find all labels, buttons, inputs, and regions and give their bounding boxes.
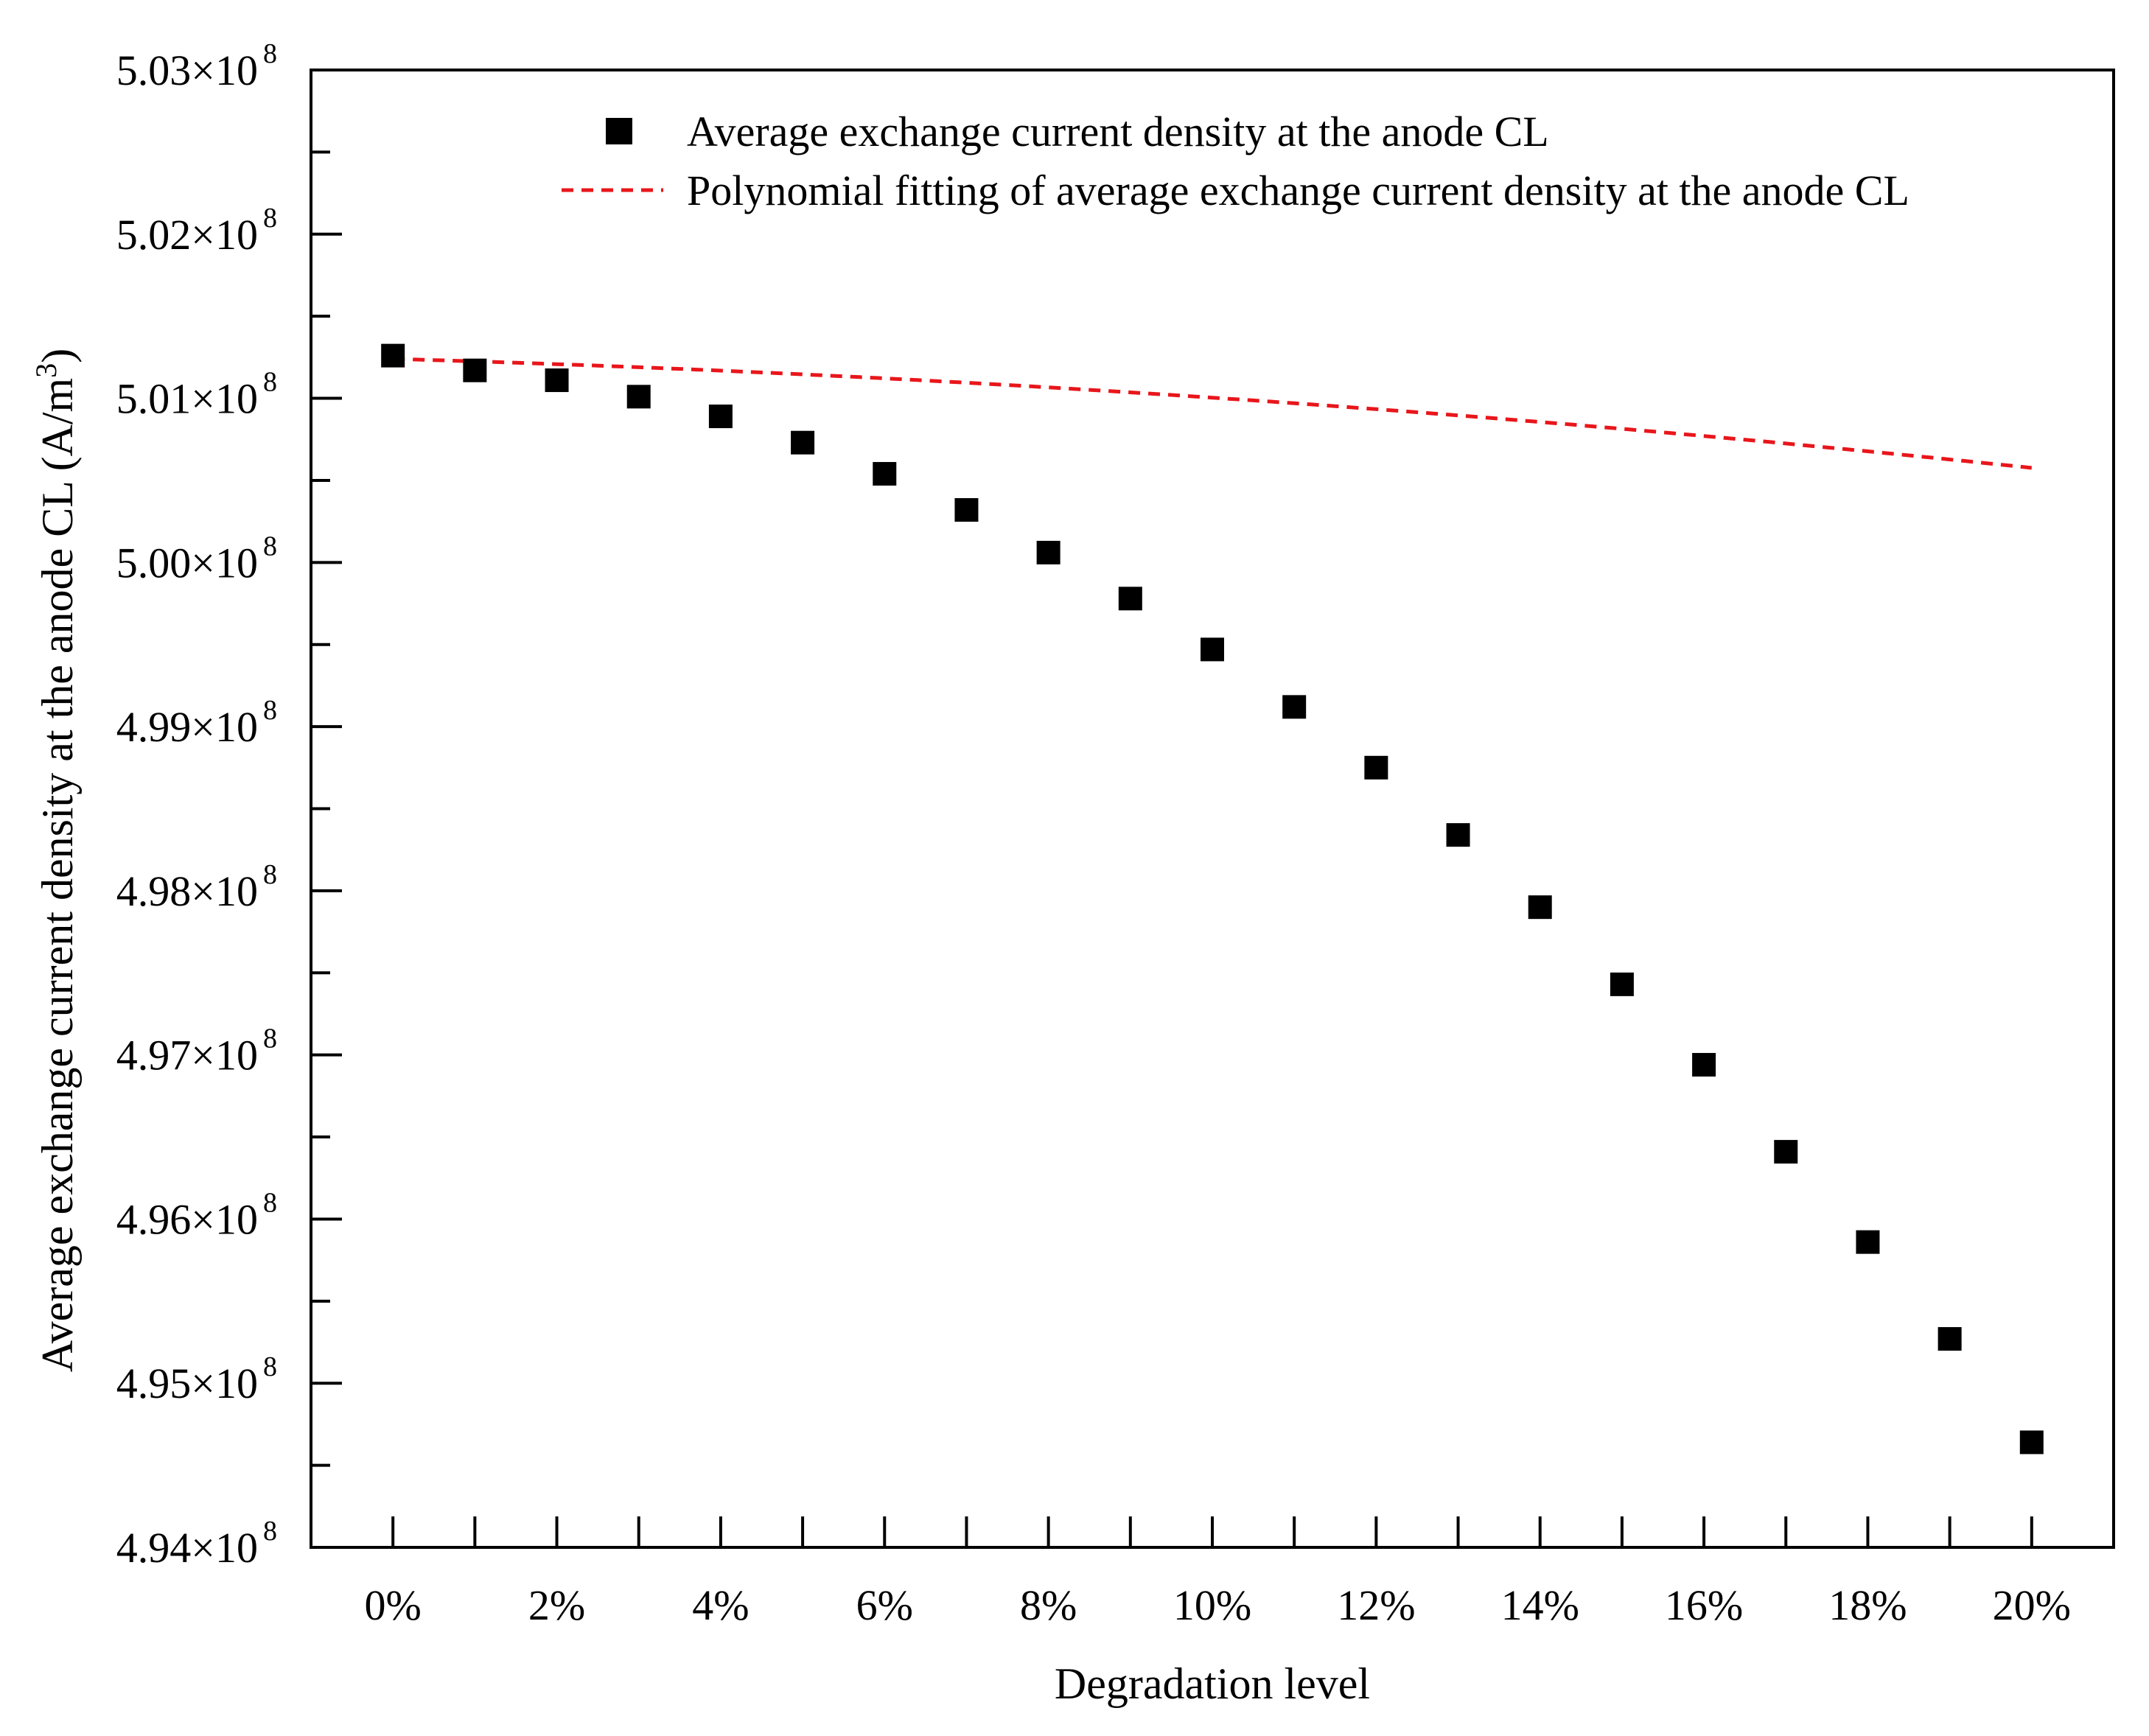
- y-tick-exponent: 8: [263, 695, 277, 726]
- x-tick-label: 18%: [1828, 1581, 1907, 1629]
- x-tick-label: 14%: [1501, 1581, 1579, 1629]
- y-tick-label: 4.94×10: [116, 1524, 258, 1572]
- data-point: [708, 405, 733, 429]
- legend-label: Polynomial fitting of average exchange c…: [687, 167, 1909, 214]
- x-tick-label: 0%: [365, 1581, 422, 1629]
- data-point: [381, 343, 405, 368]
- y-tick-label: 4.95×10: [116, 1359, 258, 1407]
- data-point: [1774, 1140, 1798, 1164]
- data-point: [1937, 1327, 1962, 1351]
- x-tick-label: 16%: [1665, 1581, 1743, 1629]
- y-tick-exponent: 8: [263, 367, 277, 398]
- data-point: [1446, 823, 1470, 847]
- data-point: [954, 498, 979, 522]
- fit-line: [393, 357, 2033, 470]
- x-tick-label: 8%: [1020, 1581, 1077, 1629]
- y-tick-exponent: 8: [263, 1187, 277, 1218]
- y-tick-exponent: 8: [263, 203, 277, 234]
- data-point: [545, 368, 569, 393]
- x-tick-label: 6%: [856, 1581, 913, 1629]
- data-point: [1528, 895, 1552, 920]
- y-tick-label: 5.00×10: [116, 539, 258, 587]
- data-point: [1856, 1230, 1880, 1254]
- y-tick-label: 4.96×10: [116, 1195, 258, 1243]
- y-tick-label: 5.01×10: [116, 375, 258, 423]
- y-tick-exponent: 8: [263, 1516, 277, 1547]
- legend-marker-square: [606, 118, 632, 144]
- data-point: [873, 462, 897, 486]
- y-tick-label: 4.98×10: [116, 867, 258, 915]
- data-point: [1692, 1053, 1716, 1077]
- y-tick-label: 4.97×10: [116, 1032, 258, 1079]
- data-point: [1610, 972, 1634, 996]
- y-tick-exponent: 8: [263, 38, 277, 69]
- y-tick-exponent: 8: [263, 859, 277, 890]
- y-tick-label: 4.99×10: [116, 703, 258, 751]
- data-point: [791, 430, 815, 455]
- data-point: [1201, 637, 1224, 662]
- y-tick-exponent: 8: [263, 1023, 277, 1054]
- data-point: [1282, 695, 1307, 719]
- data-point: [1364, 755, 1388, 780]
- y-axis-title: Average exchange current density at the …: [29, 349, 83, 1372]
- x-tick-label: 4%: [692, 1581, 749, 1629]
- x-axis-title: Degradation level: [1055, 1659, 1370, 1708]
- y-tick-exponent: 8: [263, 531, 277, 561]
- y-tick-label: 5.02×10: [116, 211, 258, 259]
- data-point: [2019, 1430, 2044, 1455]
- x-tick-label: 20%: [1993, 1581, 2071, 1629]
- x-tick-label: 10%: [1173, 1581, 1251, 1629]
- data-point: [463, 358, 487, 382]
- data-point: [626, 385, 651, 409]
- y-tick-exponent: 8: [263, 1351, 277, 1382]
- legend-label: Average exchange current density at the …: [687, 108, 1549, 155]
- x-tick-label: 12%: [1337, 1581, 1415, 1629]
- data-point: [1036, 540, 1060, 564]
- data-point: [1118, 587, 1142, 611]
- x-tick-label: 2%: [528, 1581, 585, 1629]
- y-tick-label: 5.03×10: [116, 46, 258, 94]
